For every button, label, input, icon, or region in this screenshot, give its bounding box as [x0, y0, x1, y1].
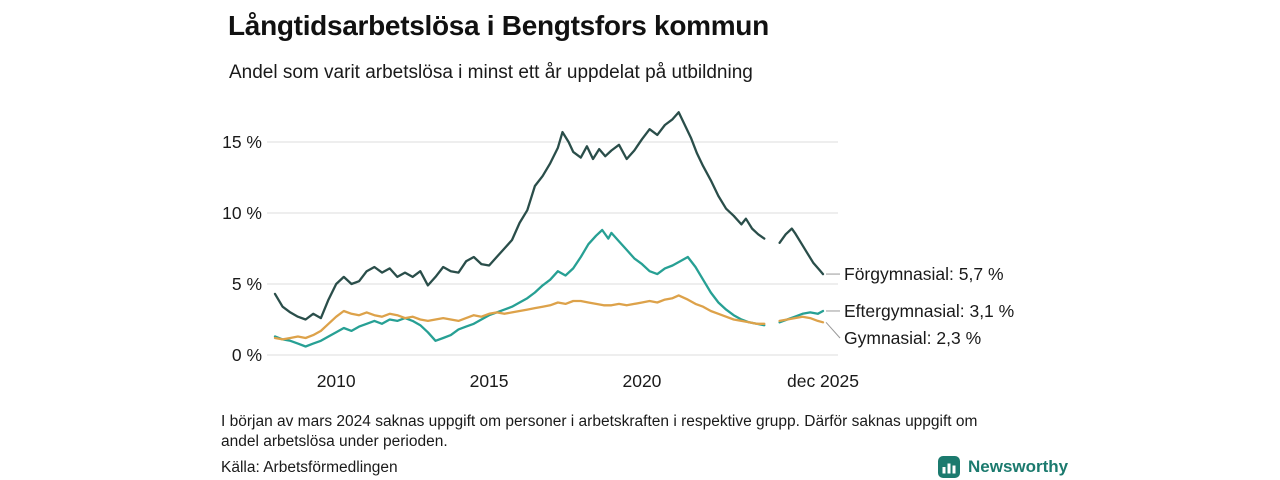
footnote: I början av mars 2024 saknas uppgift om … — [221, 413, 978, 451]
series-line-0 — [273, 111, 825, 321]
source-label: Källa: Arbetsförmedlingen — [221, 459, 398, 476]
series-end-label: Gymnasial: 2,3 % — [844, 328, 981, 348]
newsworthy-wordmark: Newsworthy — [968, 457, 1069, 476]
y-tick-label: 10 % — [222, 203, 262, 223]
y-tick-label: 5 % — [232, 274, 262, 294]
x-tick-label: dec 2025 — [787, 371, 859, 391]
y-tick-label: 0 % — [232, 345, 262, 365]
x-tick-label: 2010 — [317, 371, 356, 391]
series-line-2 — [273, 294, 825, 341]
x-tick-label: 2015 — [470, 371, 509, 391]
y-tick-label: 15 % — [222, 132, 262, 152]
chart-title: Långtidsarbetslösa i Bengtsfors kommun — [228, 10, 769, 41]
series-end-label: Förgymnasial: 5,7 % — [844, 264, 1004, 284]
newsworthy-logo: Newsworthy — [938, 456, 1068, 478]
x-tick-label: 2020 — [622, 371, 661, 391]
series-end-label: Eftergymnasial: 3,1 % — [844, 301, 1014, 321]
end-label-connector — [825, 322, 841, 339]
newsworthy-icon — [938, 456, 960, 478]
series-line-1 — [273, 228, 825, 348]
chart-subtitle: Andel som varit arbetslösa i minst ett å… — [229, 62, 753, 83]
